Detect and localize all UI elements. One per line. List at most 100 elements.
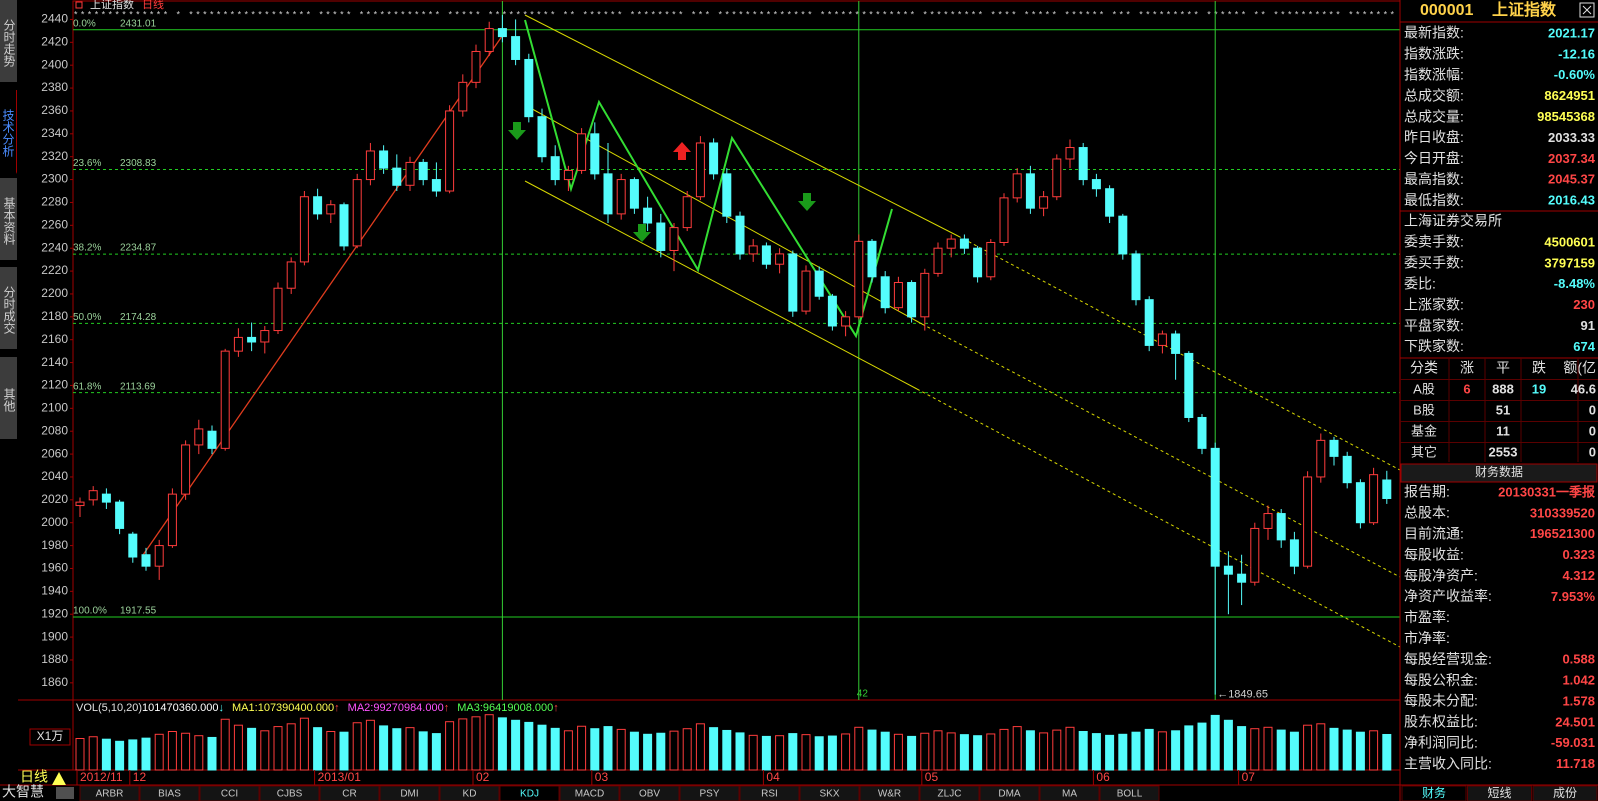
indicator-tab-label[interactable]: ZLJC: [938, 789, 962, 800]
indicator-tab-label[interactable]: DMA: [998, 789, 1021, 800]
indicator-tab-label[interactable]: MACD: [575, 789, 604, 800]
indicator-tab[interactable]: [799, 785, 860, 801]
y-tick-label: 2220: [41, 263, 68, 277]
table-cell: 基金: [1411, 423, 1437, 438]
indicator-tab-label[interactable]: CR: [342, 789, 356, 800]
indicator-tab[interactable]: [259, 785, 320, 801]
panel-tab-label[interactable]: 短线: [1487, 786, 1511, 800]
indicator-tab[interactable]: [919, 785, 980, 801]
indicator-tab[interactable]: [439, 785, 500, 801]
candle-body: [313, 196, 323, 215]
candle-body: [273, 287, 283, 332]
candle-body: [590, 133, 600, 175]
indicator-tab[interactable]: [1039, 785, 1100, 801]
field-label: 主营收入同比:: [1404, 755, 1492, 771]
side-tab[interactable]: 分时走势: [0, 0, 17, 84]
indicator-tab-label[interactable]: BIAS: [158, 789, 181, 800]
indicator-tab-label[interactable]: W&R: [878, 789, 901, 800]
field-value: 20130331一季报: [1498, 484, 1596, 499]
fin-header-box: [1400, 463, 1598, 483]
volume-bar: [1237, 726, 1247, 771]
volume-bar: [1316, 723, 1326, 771]
indicator-tab-label[interactable]: SKX: [819, 789, 839, 800]
field-label: 目前流通:: [1404, 526, 1464, 542]
indicator-tab[interactable]: [739, 785, 800, 801]
indicator-tab[interactable]: [1099, 785, 1160, 801]
volume-bar: [418, 731, 428, 771]
indicator-tab[interactable]: [379, 785, 440, 801]
volume-bar: [1276, 729, 1286, 771]
volume-bar: [286, 723, 296, 771]
indicator-tab[interactable]: [139, 785, 200, 801]
volume-bar: [1065, 726, 1075, 771]
candle-body: [854, 240, 864, 318]
indicator-tab-label[interactable]: PSY: [699, 789, 719, 800]
fib-label: 38.2%: [73, 243, 101, 254]
indicator-tab-label[interactable]: RSI: [761, 789, 778, 800]
y-tick-label: 1980: [41, 538, 68, 552]
indicator-tab-label[interactable]: MA: [1062, 789, 1077, 800]
candle-body: [247, 336, 257, 343]
channel-upper-ext: [957, 235, 1401, 471]
panel-tab[interactable]: [1401, 785, 1467, 801]
indicator-tab[interactable]: [319, 785, 380, 801]
side-tab[interactable]: 分时成交: [0, 267, 17, 351]
volume-bar: [1078, 731, 1088, 771]
readout-value: 101470360.000: [142, 702, 218, 714]
period-button[interactable]: 日线: [20, 769, 48, 785]
field-label: 指数涨幅:: [1404, 67, 1464, 83]
indicator-tab-label[interactable]: OBV: [639, 789, 660, 800]
panel-tab[interactable]: [1467, 785, 1532, 801]
field-label: 平盘家数:: [1404, 317, 1464, 333]
panel-tab-label[interactable]: 财务: [1422, 785, 1446, 800]
volume-bar: [167, 731, 177, 771]
indicator-tab-label[interactable]: BOLL: [1117, 789, 1143, 800]
candle-body: [946, 238, 956, 249]
close-x[interactable]: [1582, 5, 1592, 15]
indicator-tab-label[interactable]: ARBR: [96, 789, 124, 800]
indicator-tab-label[interactable]: CCI: [221, 789, 238, 800]
volume-bar: [273, 726, 283, 771]
field-value: 230: [1573, 297, 1595, 312]
field-label: 每股净资产:: [1404, 567, 1478, 583]
volume-bar: [735, 732, 745, 771]
indicator-tab[interactable]: [559, 785, 620, 801]
indicator-tab-label[interactable]: KD: [463, 789, 477, 800]
candle-body: [405, 161, 415, 186]
indicator-tab-label[interactable]: CJBS: [277, 789, 303, 800]
indicator-tab-label[interactable]: KDJ: [520, 789, 539, 800]
indicator-tab[interactable]: [859, 785, 920, 801]
panel-tab-label[interactable]: 成份: [1553, 786, 1577, 800]
indicator-tab[interactable]: [79, 785, 140, 801]
field-value: 1.042: [1562, 673, 1595, 688]
indicator-tab[interactable]: [499, 785, 560, 801]
close-box[interactable]: [1579, 2, 1595, 18]
side-tab[interactable]: 其他: [0, 357, 17, 441]
volume-bar: [959, 734, 969, 771]
candle-body: [563, 169, 573, 181]
period-toggle-icon[interactable]: [52, 772, 66, 785]
volume-bar: [907, 735, 917, 771]
indicator-tab[interactable]: [199, 785, 260, 801]
close-button[interactable]: [1579, 2, 1595, 18]
candle-body: [484, 28, 494, 52]
indicator-tab[interactable]: [679, 785, 740, 801]
field-label: 总成交量:: [1404, 108, 1464, 124]
panel-tab[interactable]: [1532, 785, 1598, 801]
indicator-tab[interactable]: [619, 785, 680, 801]
volume-bar: [233, 724, 243, 771]
side-tab[interactable]: 基本资料: [0, 178, 17, 262]
volume-bar: [854, 726, 864, 771]
volume-bar: [392, 728, 402, 771]
volume-bar: [748, 734, 758, 771]
side-tab[interactable]: 技术分析: [0, 90, 17, 174]
field-value: 1.578: [1562, 693, 1595, 708]
volume-bar: [695, 723, 705, 771]
volume-bar: [1369, 730, 1379, 771]
indicator-tab[interactable]: [979, 785, 1040, 801]
candle-body: [194, 428, 204, 446]
indicator-tab-label[interactable]: DMI: [400, 789, 418, 800]
volume-bar: [946, 732, 956, 771]
y-tick-label: 2420: [41, 34, 68, 48]
table-header: 平: [1496, 360, 1510, 376]
